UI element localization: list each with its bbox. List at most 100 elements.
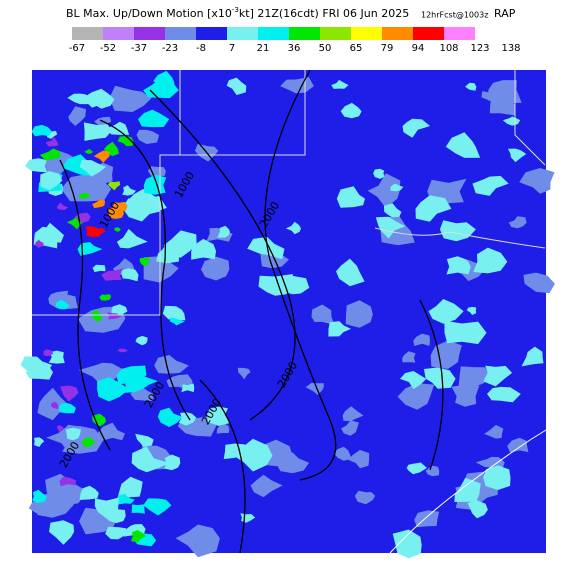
field-patch bbox=[175, 524, 220, 558]
field-patch bbox=[454, 477, 481, 502]
coastline bbox=[389, 429, 547, 554]
field-patch bbox=[85, 226, 101, 238]
field-patch bbox=[35, 239, 44, 248]
field-patch bbox=[139, 257, 150, 267]
field-patch bbox=[78, 193, 90, 200]
colorbar: -67 -52 -37 -23 -8 7 21 36 50 65 79 94 108 123 138 bbox=[69, 27, 521, 54]
colorbar-box bbox=[258, 27, 289, 40]
field-patch bbox=[445, 132, 481, 158]
field-patch bbox=[130, 530, 147, 543]
field-patch bbox=[250, 474, 283, 498]
field-patch bbox=[34, 437, 45, 447]
field-patch bbox=[97, 377, 129, 402]
colorbar-label: 50 bbox=[319, 43, 332, 54]
field-patch bbox=[131, 504, 145, 514]
contour-line bbox=[99, 119, 191, 421]
field-patch bbox=[340, 102, 362, 119]
field-patch bbox=[59, 477, 77, 487]
field-patch bbox=[336, 186, 365, 208]
field-patch bbox=[430, 340, 462, 369]
field-patch bbox=[48, 350, 65, 364]
field-patch bbox=[122, 195, 167, 222]
field-patch bbox=[94, 497, 119, 519]
colorbar-label: 94 bbox=[412, 43, 425, 54]
field-patch bbox=[217, 225, 230, 238]
title: BL Max. Up/Down Motion [x10-3kt] 21Z(16c… bbox=[66, 6, 409, 20]
field-patch bbox=[143, 79, 179, 99]
field-patch bbox=[397, 383, 435, 410]
field-patch bbox=[444, 320, 487, 345]
field-patch bbox=[334, 446, 352, 461]
field-patch bbox=[78, 362, 125, 387]
field-patch bbox=[331, 79, 349, 89]
field-patch bbox=[45, 136, 59, 147]
field-patch bbox=[40, 171, 63, 191]
field-patch bbox=[451, 384, 480, 407]
colorbar-box bbox=[382, 27, 413, 40]
field-patch bbox=[79, 160, 107, 177]
field-patch bbox=[107, 312, 123, 320]
field-patch bbox=[519, 168, 555, 194]
field-patch bbox=[402, 351, 416, 363]
field-patch bbox=[164, 454, 181, 471]
colorbar-label: 21 bbox=[257, 43, 270, 54]
field-patch bbox=[162, 305, 186, 321]
field-patch bbox=[56, 202, 69, 210]
field-patch bbox=[92, 413, 107, 427]
field-patch bbox=[65, 427, 81, 441]
field-patch bbox=[138, 109, 170, 128]
field-patch bbox=[428, 299, 464, 324]
field-patch bbox=[131, 446, 170, 473]
field-patch bbox=[484, 424, 504, 439]
field-patch bbox=[91, 310, 103, 322]
field-patch bbox=[106, 121, 130, 135]
title-exp: -3 bbox=[232, 6, 239, 14]
colorbar-label: -8 bbox=[196, 43, 206, 54]
colorbar-box bbox=[289, 27, 320, 40]
field-patch bbox=[508, 216, 527, 229]
field-patch bbox=[92, 199, 105, 209]
field-patch bbox=[135, 433, 154, 447]
field-patch bbox=[181, 383, 195, 393]
colorbar-box bbox=[227, 27, 258, 40]
field-patch bbox=[473, 247, 508, 274]
colorbar-box bbox=[444, 27, 475, 40]
colorbar-box bbox=[196, 27, 227, 40]
field-patch bbox=[143, 498, 172, 516]
field-patch bbox=[383, 203, 402, 218]
field-patch bbox=[466, 306, 477, 315]
field-patch bbox=[60, 385, 79, 402]
field-patch bbox=[55, 299, 70, 310]
field-patch bbox=[111, 304, 128, 317]
field-patch bbox=[37, 493, 75, 518]
colorbar-label: -37 bbox=[131, 43, 147, 54]
field-patch bbox=[135, 335, 148, 346]
field-patch bbox=[483, 465, 511, 490]
field-patch bbox=[201, 256, 230, 281]
field-patch bbox=[425, 465, 440, 477]
field-patch bbox=[93, 150, 110, 163]
field-patch bbox=[86, 162, 114, 184]
colorbar-label: 123 bbox=[470, 43, 489, 54]
field-patch bbox=[105, 526, 129, 540]
contour-line bbox=[149, 89, 296, 421]
field-patch bbox=[116, 493, 135, 505]
field-patch bbox=[305, 382, 324, 395]
field-patch bbox=[83, 122, 111, 141]
field-patch bbox=[157, 407, 183, 428]
field-patch bbox=[143, 256, 179, 283]
field-patch bbox=[32, 489, 47, 504]
field-patch bbox=[43, 349, 54, 357]
field-patch bbox=[439, 220, 476, 242]
field-patch bbox=[79, 485, 99, 500]
field-patch bbox=[402, 118, 431, 138]
field-patch bbox=[216, 423, 230, 434]
field-patch bbox=[523, 272, 555, 294]
field-patch bbox=[423, 367, 456, 389]
field-patch bbox=[458, 366, 489, 388]
colorbar-box bbox=[351, 27, 382, 40]
field-patch bbox=[77, 242, 103, 256]
colorbar-box bbox=[134, 27, 165, 40]
field-patch bbox=[97, 422, 125, 441]
